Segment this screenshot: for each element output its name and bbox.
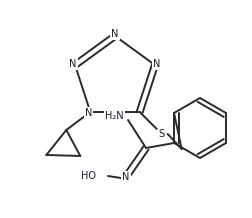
Text: S: S [159, 129, 165, 139]
Text: H₂N: H₂N [105, 111, 124, 121]
Text: N: N [153, 59, 161, 69]
Text: N: N [111, 29, 119, 39]
Text: N: N [85, 108, 92, 118]
Text: HO: HO [81, 171, 96, 181]
Text: N: N [122, 172, 130, 182]
Text: N: N [69, 59, 77, 69]
